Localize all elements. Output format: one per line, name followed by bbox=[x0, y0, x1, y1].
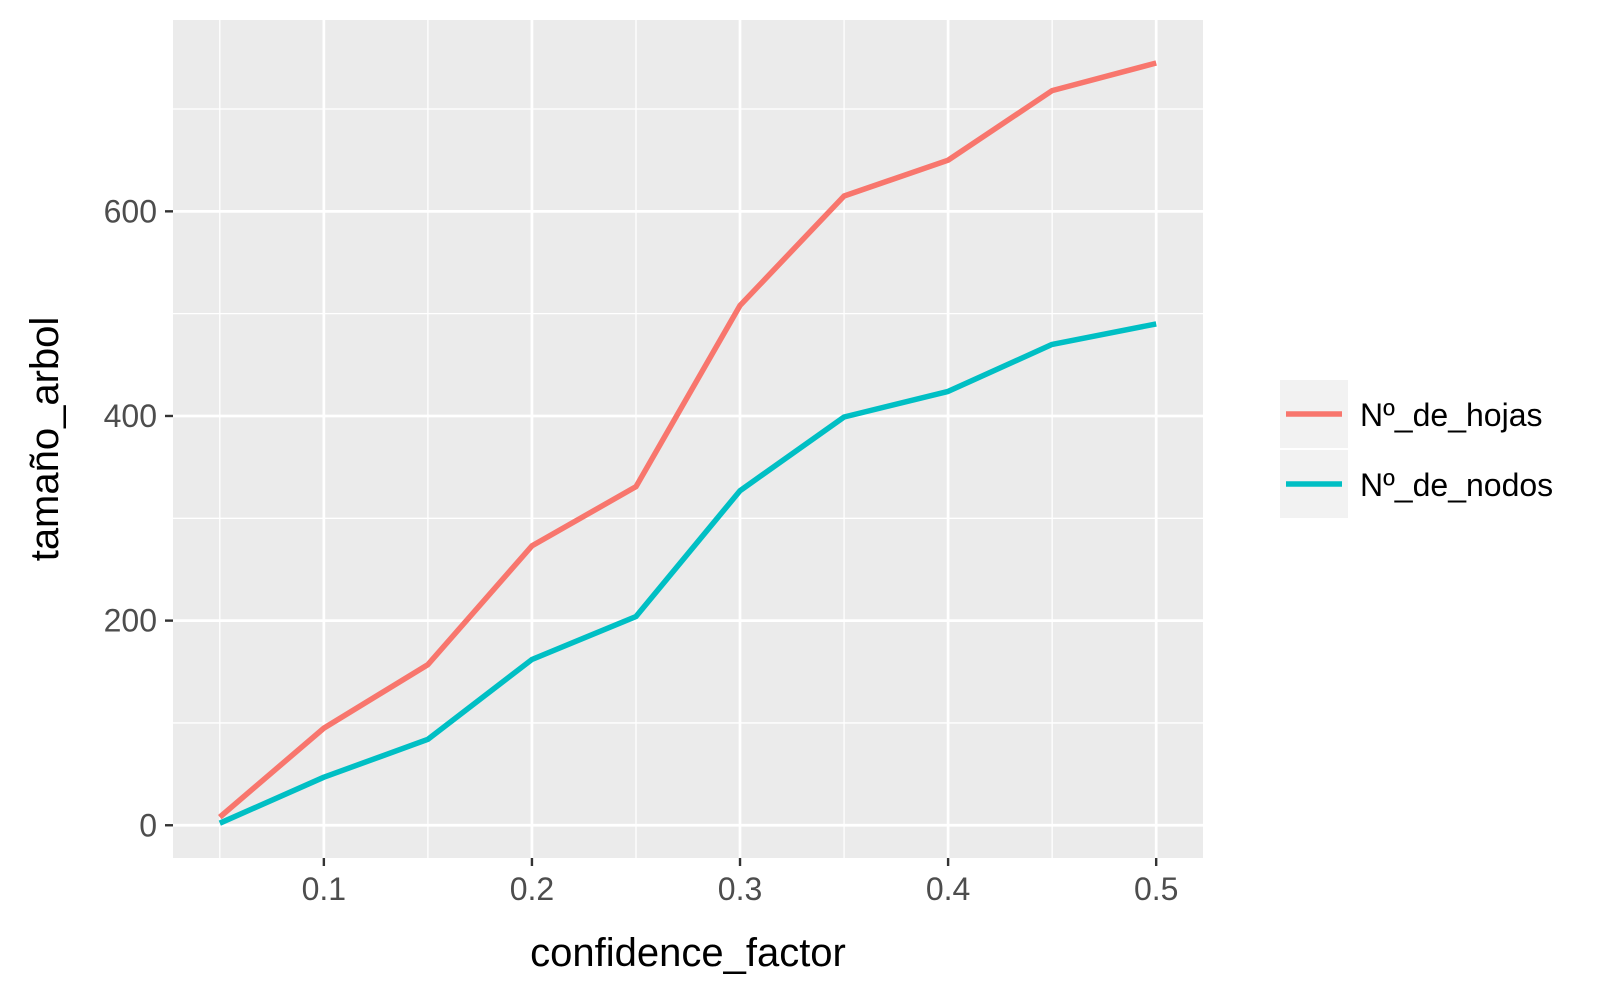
x-tick-label: 0.4 bbox=[926, 871, 970, 907]
y-tick-label: 200 bbox=[104, 603, 157, 639]
legend-label: Nº_de_hojas bbox=[1360, 397, 1542, 433]
series-line-2 bbox=[218, 321, 1157, 826]
y-tick-label: 400 bbox=[104, 398, 157, 434]
x-axis-title: confidence_factor bbox=[530, 931, 846, 975]
x-tick-labels: 0.1 0.2 0.3 0.4 0.5 bbox=[302, 871, 1179, 907]
y-tick-label: 0 bbox=[139, 807, 157, 843]
x-tick-label: 0.5 bbox=[1134, 871, 1178, 907]
major-gridlines bbox=[173, 20, 1203, 858]
legend: Nº_de_hojas Nº_de_nodos bbox=[1280, 380, 1553, 518]
x-tick-label: 0.1 bbox=[302, 871, 346, 907]
plot-panel bbox=[173, 20, 1203, 858]
y-tick-labels: 0 200 400 600 bbox=[104, 193, 157, 843]
axis-ticks bbox=[165, 210, 1158, 866]
y-axis-title: tamaño_arbol bbox=[23, 317, 67, 562]
minor-gridlines bbox=[173, 20, 1203, 858]
legend-label: Nº_de_nodos bbox=[1360, 467, 1553, 503]
series-line-1 bbox=[218, 60, 1157, 820]
x-tick-label: 0.2 bbox=[510, 871, 554, 907]
y-tick-label: 600 bbox=[104, 193, 157, 229]
series-lines bbox=[218, 60, 1157, 826]
x-tick-label: 0.3 bbox=[718, 871, 762, 907]
